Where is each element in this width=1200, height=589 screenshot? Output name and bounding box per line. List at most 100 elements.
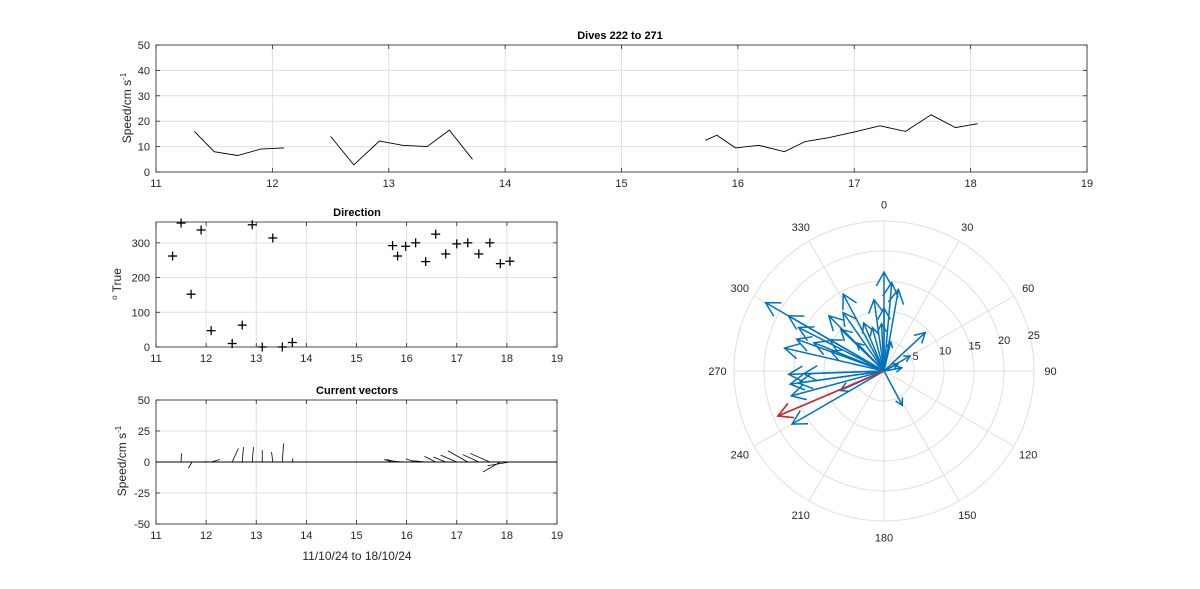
polar-current-arrow-shaft [842,293,885,372]
polar-theta-label: 210 [792,510,810,522]
polar-current-arrow-shaft [871,327,885,372]
vectors-x-tick-label: 11 [150,530,161,542]
speed-x-tick-label: 18 [965,178,977,190]
direction-x-tick-label: 19 [551,353,563,365]
speed-line-segment [194,131,285,156]
direction-x-tick-label: 11 [150,353,161,365]
direction-x-tick-label: 12 [200,353,212,365]
polar-current-arrow-head [875,270,893,287]
speed-x-tick-label: 12 [266,178,278,190]
direction-point-marker [237,320,247,330]
polar-r-tick-label: 20 [998,335,1010,347]
polar-current-arrow-shaft [788,370,885,376]
direction-point-marker [452,239,462,249]
polar-current-arrow-head [913,331,927,344]
vectors-x-axis-label: 11/10/24 to 18/10/24 [302,549,412,563]
polar-current-arrow-shaft [883,355,911,372]
polar-current-arrow-shaft [873,299,885,372]
polar-current-arrow-head [869,326,880,337]
direction-point-marker [474,249,484,259]
direction-point-marker [495,259,505,269]
vectors-x-tick-label: 15 [350,530,362,542]
polar-current-arrow-head [764,301,782,317]
current-vector-stick [241,447,244,463]
current-vectors-panel: Current vectors Speed/cm s-1 11/10/24 to… [114,385,563,563]
current-vector-stick [440,454,457,463]
polar-current-arrow [795,336,885,372]
direction-x-tick-label: 13 [250,353,262,365]
current-vector-stick [231,448,239,463]
vectors-y-tick-label: -50 [134,519,150,531]
polar-current-arrow-shaft [791,370,885,397]
current-vector-stick [383,459,393,463]
polar-current-arrow-shaft [784,347,885,372]
direction-point-marker [268,233,278,243]
polar-theta-label: 0 [881,200,887,212]
speed-x-tick-label: 14 [499,178,511,190]
speed-panel-title: Dives 222 to 271 [577,30,663,42]
direction-point-marker [463,238,473,248]
speed-y-label-exp: -1 [119,72,128,80]
polar-current-arrow-head [789,384,807,401]
polar-current-arrow-shaft [862,322,885,372]
speed-x-tick-label: 13 [383,178,395,190]
polar-theta-label: 120 [1019,449,1037,461]
direction-point-marker [505,256,515,266]
polar-theta-label: 300 [731,283,749,295]
vectors-x-tick-label: 18 [501,530,513,542]
direction-point-marker [431,229,441,239]
polar-r-tick-label: 25 [1028,330,1040,342]
polar-current-arrow-shaft [791,370,885,425]
vectors-y-label-exp: -1 [114,425,123,433]
direction-y-label-text: True [110,268,124,296]
direction-point-marker [196,225,206,235]
current-vector-stick [211,459,220,463]
direction-y-tick-label: 0 [144,342,150,354]
direction-point-marker [287,337,297,347]
polar-current-arrow-head [882,280,899,298]
vectors-y-tick-label: 0 [144,457,150,469]
polar-spoke [808,370,885,502]
polar-current-arrow-head [842,292,857,311]
polar-current-arrow-head [885,340,894,349]
current-vector-stick [469,452,490,463]
polar-current-arrow [882,280,899,372]
speed-time-series-panel: Dives 222 to 271 Speed/cm s-1 11 12 13 14 15… [119,30,1093,190]
speed-y-axis-label: Speed/cm s-1 [119,72,134,143]
polar-current-arrow-head [790,410,809,425]
current-vector-stick [393,460,406,463]
direction-point-marker [227,339,237,349]
direction-x-tick-label: 14 [300,353,312,365]
polar-mean-arrow [776,370,885,419]
polar-current-arrow [796,370,885,390]
direction-y-axis-label: o True [110,268,124,300]
polar-current-arrow-head [795,336,813,352]
speed-y-tick-label: 40 [138,65,150,77]
vectors-y-tick-label: 25 [138,426,150,438]
vectors-y-label-text: Speed/cm s [115,433,129,496]
direction-point-marker [168,251,178,261]
polar-ring [763,250,1005,492]
direction-point-marker [401,241,411,251]
direction-panel-title: Direction [333,207,381,219]
vectors-y-tick-label: 50 [138,395,150,407]
vectors-panel-title: Current vectors [316,385,398,397]
direction-point-marker [257,342,267,352]
vectors-x-tick-label: 13 [250,530,262,542]
polar-r-tick-label: 10 [939,346,951,358]
current-vector-stick [462,454,479,463]
polar-theta-label: 270 [708,366,726,378]
polar-current-arrow-head [895,397,904,407]
polar-current-arrow-shaft [883,282,893,372]
direction-point-marker [176,218,186,228]
direction-x-tick-label: 18 [501,353,513,365]
speed-y-tick-label: 30 [138,91,150,103]
vectors-x-tick-label: 14 [300,530,312,542]
direction-point-marker [206,326,216,336]
polar-current-arrow-head [895,364,904,373]
polar-current-arrow-head [812,340,830,356]
direction-y-tick-label: 200 [132,273,150,285]
vectors-x-tick-label: 17 [451,530,463,542]
current-vector-stick [482,461,501,473]
